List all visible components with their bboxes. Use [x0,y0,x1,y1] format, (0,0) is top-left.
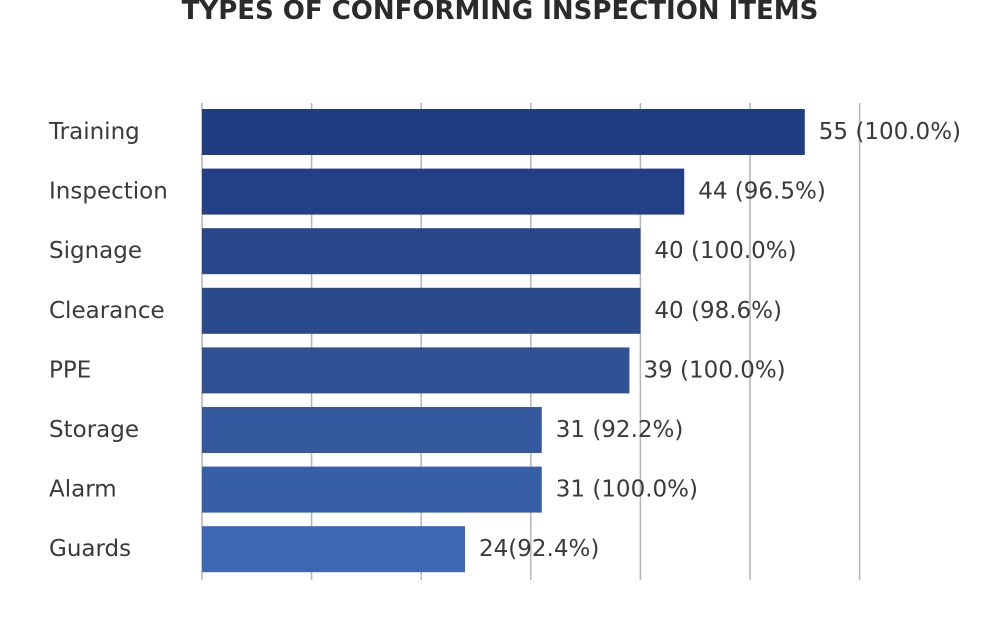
data-label-ppe: 39 (100.0%) [643,357,785,383]
category-label-alarm: Alarm [49,477,117,503]
bar-alarm [202,466,542,513]
data-label-alarm: 31 (100.0%) [556,477,698,503]
category-label-signage: Signage [49,238,142,264]
data-label-storage: 31 (92.2%) [556,417,684,443]
bar-clearance [202,287,641,334]
category-label-ppe: PPE [49,357,91,383]
bar-storage [202,407,542,453]
data-label-clearance: 40 (98.6%) [654,298,782,324]
category-label-training: Training [48,119,140,145]
category-label-guards: Guards [49,536,131,562]
data-label-guards: 24(92.4%) [479,536,599,562]
bar-training [202,109,805,155]
bars [202,109,805,573]
bar-signage [202,228,641,275]
category-label-clearance: Clearance [49,298,165,324]
bar-inspection [202,168,685,215]
data-label-inspection: 44 (96.5%) [698,179,826,205]
category-label-inspection: Inspection [49,179,168,205]
category-label-storage: Storage [49,417,139,443]
labels: Training 55 (100.0%) Inspection 44 (96.5%) S… [48,119,961,562]
bar-ppe [202,347,630,394]
data-label-signage: 40 (100.0%) [654,238,796,264]
bar-guards [202,526,466,573]
chart-title: TYPES OF CONFORMING INSPECTION ITEMS [181,0,819,26]
data-label-training: 55 (100.0%) [819,119,961,145]
